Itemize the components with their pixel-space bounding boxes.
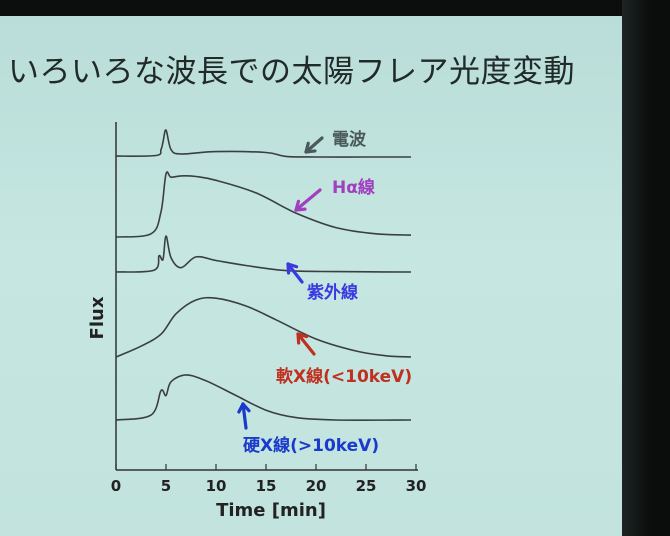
series-line bbox=[115, 129, 411, 158]
series-line bbox=[115, 235, 412, 273]
x-tick-label: 5 bbox=[161, 477, 171, 495]
series-label: 電波 bbox=[332, 129, 367, 150]
chart-curves bbox=[115, 129, 412, 421]
x-tick-label: 0 bbox=[111, 477, 121, 495]
series-label: 軟X線(<10keV) bbox=[276, 366, 412, 387]
series-arrows bbox=[237, 136, 324, 430]
series-arrow-head bbox=[304, 141, 317, 154]
right-border bbox=[622, 0, 670, 536]
series-line bbox=[115, 374, 412, 421]
series-arrow-shaft bbox=[241, 402, 248, 430]
series-label: 硬X線(>10keV) bbox=[243, 435, 379, 456]
x-tick-labels: 0 5 10 15 20 25 30 bbox=[111, 464, 427, 495]
series-arrow-shaft bbox=[294, 188, 322, 212]
x-axis-label: Time [min] bbox=[216, 500, 326, 521]
slide-background: いろいろな波長での太陽フレア光度変動 bbox=[0, 16, 622, 536]
series-label: Hα線 bbox=[332, 177, 375, 198]
series-line bbox=[115, 296, 412, 358]
series-arrow-head bbox=[286, 262, 299, 275]
slide-title: いろいろな波長での太陽フレア光度変動 bbox=[8, 54, 575, 90]
series-arrow-shaft bbox=[286, 262, 304, 284]
series-arrow-head bbox=[296, 332, 309, 345]
series-arrow-head bbox=[237, 402, 251, 414]
x-tick-label: 20 bbox=[306, 477, 327, 495]
series-arrow-shaft bbox=[304, 136, 324, 154]
x-tick-label: 25 bbox=[356, 477, 377, 495]
x-tick-label: 15 bbox=[256, 477, 277, 495]
y-axis-label: Flux bbox=[87, 296, 108, 339]
top-border bbox=[0, 0, 670, 16]
series-arrow-shaft bbox=[296, 332, 316, 356]
series-line bbox=[115, 171, 412, 238]
series-label: 紫外線 bbox=[307, 282, 358, 303]
x-tick-label: 10 bbox=[206, 477, 227, 495]
chart-axes bbox=[115, 122, 418, 471]
series-arrow-head bbox=[294, 199, 307, 212]
x-tick-label: 30 bbox=[406, 477, 427, 495]
